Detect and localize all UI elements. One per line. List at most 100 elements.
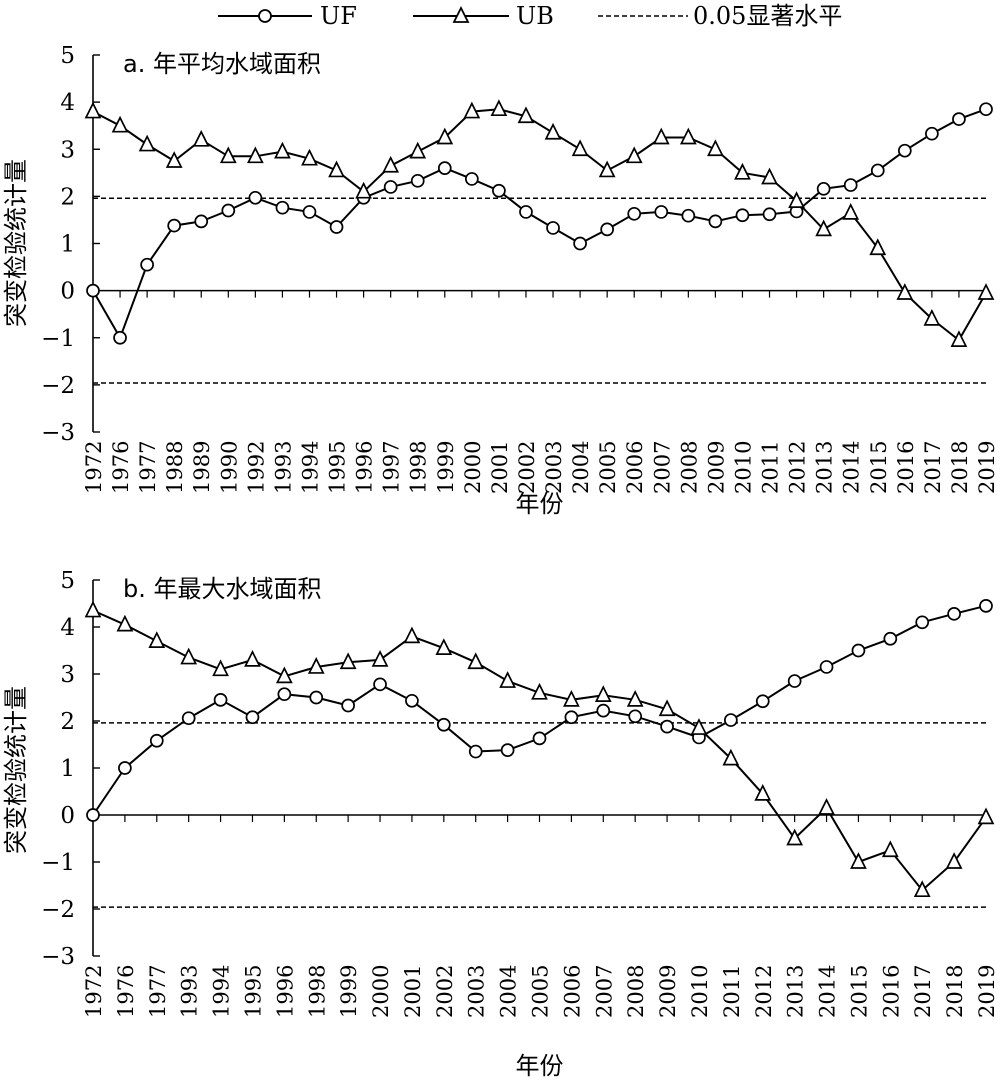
- x-tick-label-a: 1995: [326, 441, 350, 494]
- point-ub-a: [707, 139, 724, 157]
- y-tick-label-a: 2: [60, 184, 75, 210]
- x-tick-label-a: 2007: [650, 441, 674, 494]
- point-uf-b: [245, 710, 260, 725]
- point-uf-b: [500, 743, 515, 757]
- x-tick-label-b: 2015: [847, 965, 871, 1018]
- y-tick-label-a: −1: [41, 326, 75, 352]
- x-tick-label-a: 2008: [677, 441, 701, 494]
- x-tick-label-b: 2016: [879, 965, 903, 1018]
- x-tick-label-a: 1997: [380, 441, 404, 494]
- point-ub-a: [382, 155, 400, 173]
- x-tick-label-b: 2017: [911, 965, 935, 1018]
- point-uf-a: [464, 172, 479, 186]
- point-uf-b: [405, 693, 419, 708]
- x-tick-label-a: 2015: [867, 441, 891, 494]
- point-ub-b: [626, 689, 644, 707]
- point-ub-a: [138, 134, 156, 152]
- point-ub-a: [625, 146, 643, 164]
- point-ub-b: [244, 649, 261, 667]
- x-tick-label-a: 2013: [813, 441, 837, 494]
- point-uf-b: [213, 692, 228, 707]
- x-tick-label-a: 1998: [407, 441, 431, 494]
- point-ub-b: [690, 718, 708, 735]
- x-tick-label-b: 1998: [305, 965, 329, 1018]
- x-tick-label-a: 2006: [623, 441, 647, 494]
- point-uf-b: [277, 687, 292, 702]
- x-tick-label-a: 1992: [244, 441, 268, 494]
- point-uf-a: [167, 218, 182, 233]
- series-line-uf-b: [92, 604, 987, 816]
- point-ub-a: [111, 115, 129, 133]
- y-tick-label-b: −2: [41, 897, 75, 923]
- point-uf-a: [140, 257, 154, 272]
- x-tick-label-a: 2004: [569, 441, 593, 494]
- point-uf-a: [708, 214, 723, 229]
- y-tick-label-a: 5: [60, 43, 75, 69]
- point-ub-a: [409, 141, 427, 159]
- point-uf-a: [654, 205, 669, 219]
- point-ub-b: [212, 659, 229, 677]
- x-tick-label-a: 2019: [975, 441, 999, 494]
- point-uf-a: [437, 161, 452, 175]
- point-uf-b: [86, 808, 100, 822]
- y-tick-label-b: 3: [60, 662, 75, 688]
- point-uf-a: [897, 143, 912, 158]
- y-tick-label-b: 5: [60, 568, 75, 594]
- x-tick-label-b: 1999: [337, 965, 361, 1018]
- y-tick-label-b: 1: [60, 756, 75, 782]
- x-tick-label-b: 1972: [82, 965, 106, 1018]
- point-ub-a: [842, 202, 860, 220]
- chart-title-b: b. 年最大水域面积: [123, 575, 322, 603]
- point-uf-a: [546, 221, 560, 235]
- point-ub-b: [531, 682, 548, 700]
- x-tick-label-b: 2019: [975, 965, 999, 1018]
- x-tick-label-a: 2000: [461, 441, 485, 494]
- y-tick-label-b: −1: [41, 850, 75, 876]
- point-ub-a: [192, 129, 210, 147]
- point-ub-a: [490, 99, 508, 117]
- point-uf-b: [149, 733, 164, 748]
- point-ub-b: [977, 807, 995, 825]
- point-ub-b: [945, 852, 963, 869]
- point-ub-b: [499, 671, 516, 688]
- point-uf-a: [816, 181, 831, 196]
- y-tick-label-a: 4: [60, 90, 75, 116]
- point-uf-a: [113, 330, 127, 345]
- point-uf-b: [755, 694, 770, 709]
- point-ub-b: [754, 783, 772, 801]
- point-ub-a: [652, 127, 670, 145]
- y-axis-label-a: 突变检验统计量: [2, 159, 30, 327]
- x-tick-label-a: 2017: [921, 441, 945, 494]
- point-ub-b: [116, 614, 134, 632]
- point-uf-a: [843, 178, 858, 192]
- x-tick-label-b: 1993: [178, 965, 202, 1018]
- point-ub-b: [467, 652, 485, 670]
- x-tick-label-b: 2009: [656, 965, 680, 1018]
- point-uf-b: [596, 703, 611, 718]
- point-uf-b: [851, 643, 866, 658]
- x-tick-label-b: 2014: [816, 965, 840, 1018]
- point-uf-a: [221, 203, 236, 218]
- point-ub-b: [563, 689, 580, 707]
- point-ub-a: [761, 167, 778, 185]
- x-tick-label-b: 2000: [369, 965, 393, 1018]
- point-uf-a: [410, 173, 425, 188]
- point-uf-b: [118, 761, 132, 775]
- x-tick-label-a: 2001: [488, 441, 512, 494]
- point-ub-b: [722, 748, 740, 766]
- x-tick-label-b: 2002: [433, 965, 457, 1018]
- legend-uf-marker: [258, 9, 272, 23]
- point-uf-a: [870, 163, 885, 178]
- point-ub-a: [274, 141, 291, 159]
- point-ub-b: [786, 828, 804, 846]
- y-axis-label-b: 突变检验统计量: [2, 686, 30, 854]
- point-uf-a: [329, 220, 344, 234]
- y-tick-label-a: 0: [60, 279, 75, 305]
- y-tick-label-b: 4: [60, 615, 75, 641]
- point-uf-a: [86, 283, 100, 298]
- y-tick-label-a: −2: [41, 373, 75, 399]
- y-tick-label-a: 1: [60, 232, 75, 258]
- point-ub-a: [328, 160, 345, 178]
- point-ub-a: [734, 162, 751, 180]
- legend-uf-label: UF: [320, 2, 357, 30]
